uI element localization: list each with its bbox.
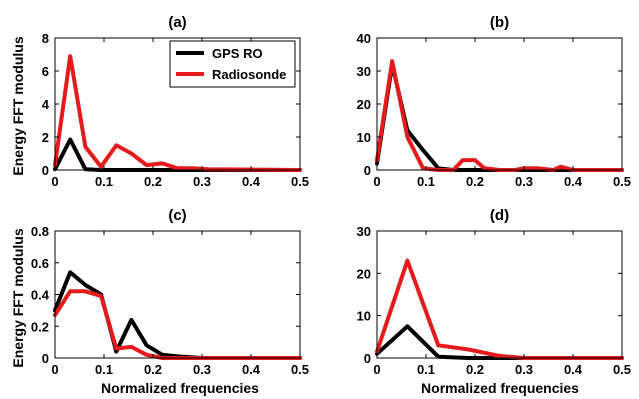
x-tick-label: 0.1 <box>417 362 435 377</box>
xlabel-right: Normalized frequencies <box>421 380 579 396</box>
x-tick-label: 0.2 <box>466 362 484 377</box>
series-line-gps <box>53 270 302 360</box>
plot-frame <box>376 230 623 359</box>
y-tick-label: 8 <box>42 31 49 46</box>
y-tick-label: 0 <box>42 163 49 178</box>
panel-d: 0 0.1 0.2 0.3 0.4 0.5 0 10 20 30 (d) <box>357 207 632 377</box>
y-tick-label: 0.8 <box>31 224 49 239</box>
panel-b: 0 0.1 0.2 0.3 0.4 0.5 0 10 20 30 40 (b) <box>357 14 632 189</box>
x-tick-label: 0.1 <box>95 362 113 377</box>
x-tick-label: 0.2 <box>144 174 162 189</box>
x-tick-label: 0.3 <box>193 362 211 377</box>
y-tick-label: 30 <box>357 224 371 239</box>
panel-title: (b) <box>490 14 509 31</box>
series-line-radiosonde <box>375 59 624 172</box>
legend-label-radiosonde: Radiosonde <box>212 67 286 82</box>
panel-title: (a) <box>168 14 186 31</box>
y-tick-label: 30 <box>357 64 371 79</box>
x-tick-label: 0.4 <box>242 174 261 189</box>
y-tick-label: 0 <box>42 351 49 366</box>
series-line-radiosonde <box>53 289 302 360</box>
x-tick-label: 0.4 <box>564 362 583 377</box>
y-tick-label: 6 <box>42 64 49 79</box>
x-tick-label: 0.1 <box>95 174 113 189</box>
x-tick-label: 0.2 <box>466 174 484 189</box>
x-tick-label: 0.3 <box>193 174 211 189</box>
y-tick-label: 10 <box>357 309 371 324</box>
y-tick-label: 10 <box>357 130 371 145</box>
series-line-radiosonde <box>375 258 624 360</box>
legend-box <box>169 40 296 88</box>
y-tick-label: 0 <box>364 351 371 366</box>
y-tick-label: 2 <box>42 130 49 145</box>
ylabel-bottom: Energy FFT modulus <box>10 228 26 367</box>
x-tick-label: 0.5 <box>613 174 631 189</box>
x-tick-label: 0 <box>51 362 58 377</box>
y-tick-label: 4 <box>42 97 50 112</box>
panel-title: (d) <box>490 207 509 224</box>
y-tick-label: 0.2 <box>31 319 49 334</box>
ylabel-top: Energy FFT modulus <box>10 36 26 175</box>
y-tick-label: 40 <box>357 31 371 46</box>
legend-label-gps: GPS RO <box>212 46 263 61</box>
y-tick-label: 20 <box>357 97 371 112</box>
y-tick-label: 0 <box>364 163 371 178</box>
x-tick-label: 0.3 <box>515 174 533 189</box>
x-tick-label: 0.3 <box>515 362 533 377</box>
x-tick-label: 0.2 <box>144 362 162 377</box>
x-tick-label: 0.5 <box>613 362 631 377</box>
x-tick-label: 0.4 <box>564 174 583 189</box>
x-tick-label: 0.4 <box>242 362 261 377</box>
series-line-gps <box>375 62 624 172</box>
x-tick-label: 0 <box>373 174 380 189</box>
x-tick-label: 0.5 <box>291 174 309 189</box>
x-tick-label: 0.1 <box>417 174 435 189</box>
panel-c: 0 0.1 0.2 0.3 0.4 0.5 0 0.2 0.4 0.6 0.8 (c) <box>31 207 309 377</box>
panel-title: (c) <box>168 207 186 224</box>
panels: 0 0.1 0.2 0.3 0.4 0.5 0 2 4 6 8 (a) 0 0.1 0.2 0.3 0.4 0.5… <box>31 14 631 377</box>
y-tick-label: 0.6 <box>31 256 49 271</box>
x-tick-label: 0.5 <box>291 362 309 377</box>
series-line-radiosonde <box>53 54 302 172</box>
panel-a: 0 0.1 0.2 0.3 0.4 0.5 0 2 4 6 8 (a) <box>42 14 309 189</box>
y-tick-label: 20 <box>357 266 371 281</box>
x-tick-label: 0 <box>373 362 380 377</box>
series-line-gps <box>375 324 624 360</box>
xlabel-left: Normalized frequencies <box>101 380 259 396</box>
x-tick-label: 0 <box>51 174 58 189</box>
legend: GPS RO Radiosonde <box>169 40 296 88</box>
y-tick-label: 0.4 <box>31 288 50 303</box>
